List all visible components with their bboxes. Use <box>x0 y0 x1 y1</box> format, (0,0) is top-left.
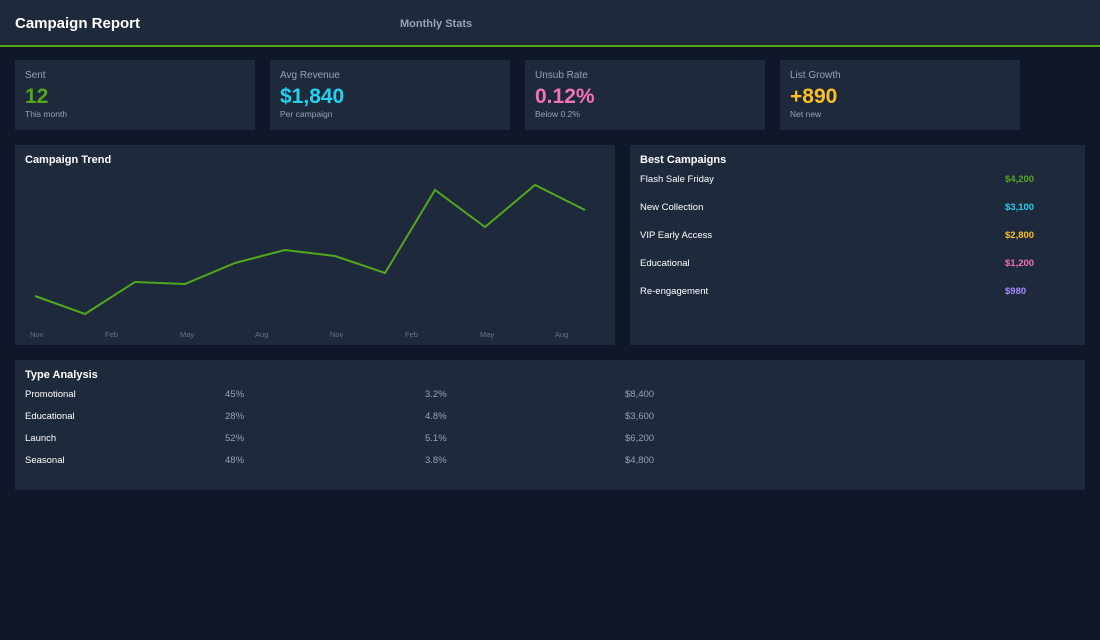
stat-label: Unsub Rate <box>535 70 588 81</box>
panel-title: Campaign Trend <box>25 154 112 166</box>
x-tick-label: Nov <box>330 330 344 339</box>
campaign-name: Re-engagement <box>640 286 709 297</box>
stat-value: 0.12% <box>535 85 595 108</box>
type-cell: 48% <box>225 455 245 466</box>
campaign-row: VIP Early Access $2,800 <box>640 230 1080 241</box>
campaign-name: Flash Sale Friday <box>640 174 714 185</box>
type-cell: 4.8% <box>425 411 447 422</box>
stat-label: List Growth <box>790 70 841 81</box>
stat-subtext: Net new <box>790 109 822 119</box>
type-cell: 3.8% <box>425 455 447 466</box>
x-tick-label: May <box>480 330 494 339</box>
campaign-revenue: $2,800 <box>1005 230 1035 241</box>
campaign-name: Educational <box>640 258 690 269</box>
type-cell: 28% <box>225 411 245 422</box>
campaign-row: New Collection $3,100 <box>640 202 1080 213</box>
type-cell: Seasonal <box>25 455 65 466</box>
stat-value: +890 <box>790 85 838 108</box>
campaign-revenue: $3,100 <box>1005 202 1035 213</box>
x-tick-label: Aug <box>555 330 568 339</box>
panel-title: Type Analysis <box>25 369 98 381</box>
type-cell: $3,600 <box>625 411 655 422</box>
header: Campaign Report Monthly Stats <box>0 0 1100 47</box>
type-cell: $8,400 <box>625 389 655 400</box>
campaign-row: Educational $1,200 <box>640 258 1080 269</box>
x-tick-label: Feb <box>105 330 118 339</box>
page-subtitle: Monthly Stats <box>400 18 473 30</box>
x-tick-label: May <box>180 330 194 339</box>
stat-card: List Growth +890 Net new <box>780 60 1020 130</box>
best-campaigns-panel: Best Campaigns Flash Sale Friday $4,200 N… <box>630 145 1085 345</box>
campaign-revenue: $980 <box>1005 286 1027 297</box>
campaign-revenue: $1,200 <box>1005 258 1035 269</box>
campaign-trend-panel: Campaign Trend Nov Feb May Aug Nov Feb May Aug <box>15 145 615 345</box>
stat-label: Sent <box>25 70 46 81</box>
campaign-name: VIP Early Access <box>640 230 713 241</box>
x-tick-label: Aug <box>255 330 268 339</box>
type-cell: $6,200 <box>625 433 655 444</box>
type-cell: Launch <box>25 433 57 444</box>
x-tick-label: Nov <box>30 330 44 339</box>
stat-card: Avg Revenue $1,840 Per campaign <box>270 60 510 130</box>
type-cell: Educational <box>25 411 75 422</box>
campaign-row: Re-engagement $980 <box>640 286 1080 297</box>
stat-value: $1,840 <box>280 85 345 108</box>
trend-line <box>34 183 586 316</box>
x-tick-label: Feb <box>405 330 418 339</box>
stat-subtext: Per campaign <box>280 109 333 119</box>
type-cell: 5.1% <box>425 433 447 444</box>
stat-subtext: This month <box>25 109 68 119</box>
type-cell: 3.2% <box>425 389 447 400</box>
campaign-revenue: $4,200 <box>1005 174 1035 185</box>
stat-subtext: Below 0.2% <box>535 109 580 119</box>
stat-label: Avg Revenue <box>280 70 340 81</box>
stat-value: 12 <box>25 85 49 108</box>
stat-card: Unsub Rate 0.12% Below 0.2% <box>525 60 765 130</box>
type-cell: $4,800 <box>625 455 655 466</box>
trend-chart: Nov Feb May Aug Nov Feb May Aug <box>30 183 586 339</box>
campaign-name: New Collection <box>640 202 704 213</box>
page-title: Campaign Report <box>15 15 141 32</box>
campaign-row: Flash Sale Friday $4,200 <box>640 174 1080 185</box>
type-cell: 52% <box>225 433 245 444</box>
stat-card: Sent 12 This month <box>15 60 255 130</box>
type-analysis-panel: Type Analysis Promotional 45% 3.2% $8,400 Ed… <box>15 360 1085 490</box>
type-cell: Promotional <box>25 389 76 400</box>
panel-title: Best Campaigns <box>640 154 727 166</box>
type-cell: 45% <box>225 389 245 400</box>
